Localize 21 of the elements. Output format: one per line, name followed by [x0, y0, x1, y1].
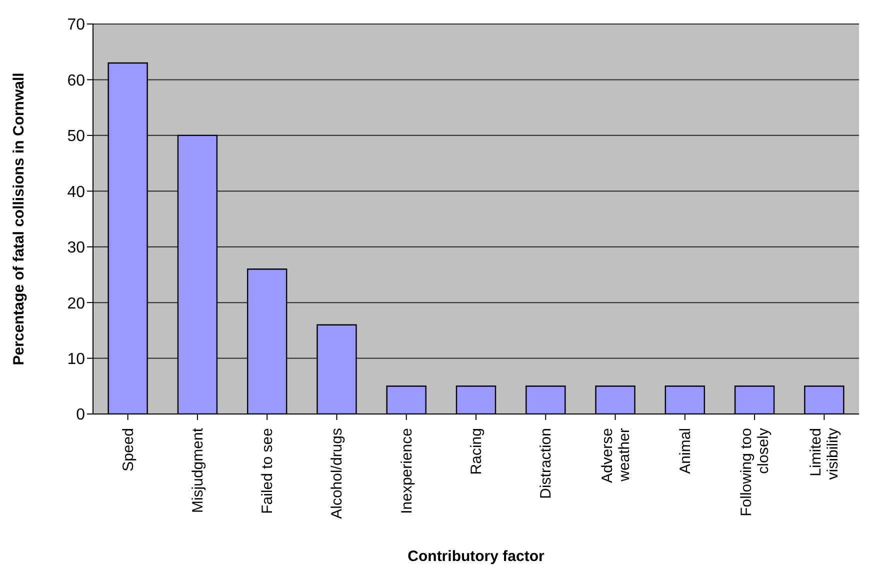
- y-tick-label: 0: [76, 406, 86, 424]
- x-tick-label: Animal: [676, 428, 694, 474]
- y-tick-label: 50: [67, 128, 86, 146]
- x-tick-label: Racing: [468, 428, 485, 475]
- x-tick-label: Speed: [120, 428, 137, 472]
- x-tick-label: Inexperience: [398, 428, 416, 514]
- y-axis-title: Percentage of fatal collisions in Cornwall: [10, 72, 28, 366]
- x-tick-label: Alcohol/drugs: [328, 428, 346, 519]
- y-tick-label: 70: [67, 16, 86, 34]
- x-tick-label: Following too closely: [738, 428, 772, 516]
- y-tick-label: 60: [67, 72, 86, 90]
- x-tick-label: Failed to see: [259, 428, 276, 514]
- x-tick-label: Limited visibility: [808, 428, 842, 480]
- x-axis-title: Contributory factor: [408, 548, 544, 565]
- y-tick-label: 10: [67, 350, 86, 368]
- x-tick-label: Distraction: [538, 428, 555, 499]
- y-tick-label: 40: [67, 184, 86, 201]
- x-tick-label: Misjudgment: [189, 427, 206, 514]
- y-tick-label: 30: [67, 240, 86, 257]
- x-tick-label: Adverse weather: [598, 428, 633, 484]
- y-tick-label: 20: [67, 295, 86, 312]
